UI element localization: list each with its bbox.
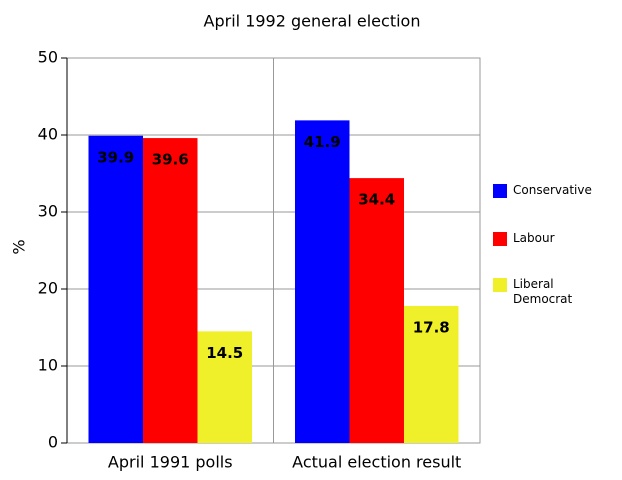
bar [143, 138, 198, 443]
x-tick-label: Actual election result [292, 453, 461, 472]
bar [88, 135, 143, 443]
legend-item: Labour [513, 231, 555, 245]
data-label: 34.4 [358, 191, 395, 209]
bar [349, 178, 404, 443]
chart-title: April 1992 general election [204, 12, 421, 31]
bar [404, 305, 459, 443]
y-axis-label: % [10, 239, 29, 254]
legend-label: Labour [513, 231, 555, 245]
data-label: 39.6 [152, 151, 189, 169]
legend-swatch [493, 278, 507, 292]
data-label: 17.8 [413, 318, 450, 336]
legend-swatch [493, 184, 507, 198]
y-tick-label: 50 [38, 48, 58, 67]
y-tick-label: 30 [38, 202, 58, 221]
x-tick-label: April 1991 polls [108, 453, 233, 472]
legend-label: Conservative [513, 183, 592, 197]
y-tick-label: 20 [38, 279, 58, 298]
legend-item: Liberal Democrat [513, 277, 573, 306]
y-tick-label: 0 [48, 433, 58, 452]
legend-label: Liberal Democrat [513, 277, 573, 306]
legend-swatch [493, 232, 507, 246]
bar [295, 120, 350, 444]
bar [197, 331, 252, 443]
y-tick-label: 10 [38, 356, 58, 375]
legend-item: Conservative [513, 183, 592, 197]
data-label: 39.9 [97, 148, 134, 166]
y-tick-label: 40 [38, 125, 58, 144]
data-label: 14.5 [206, 344, 243, 362]
data-label: 41.9 [304, 133, 341, 151]
